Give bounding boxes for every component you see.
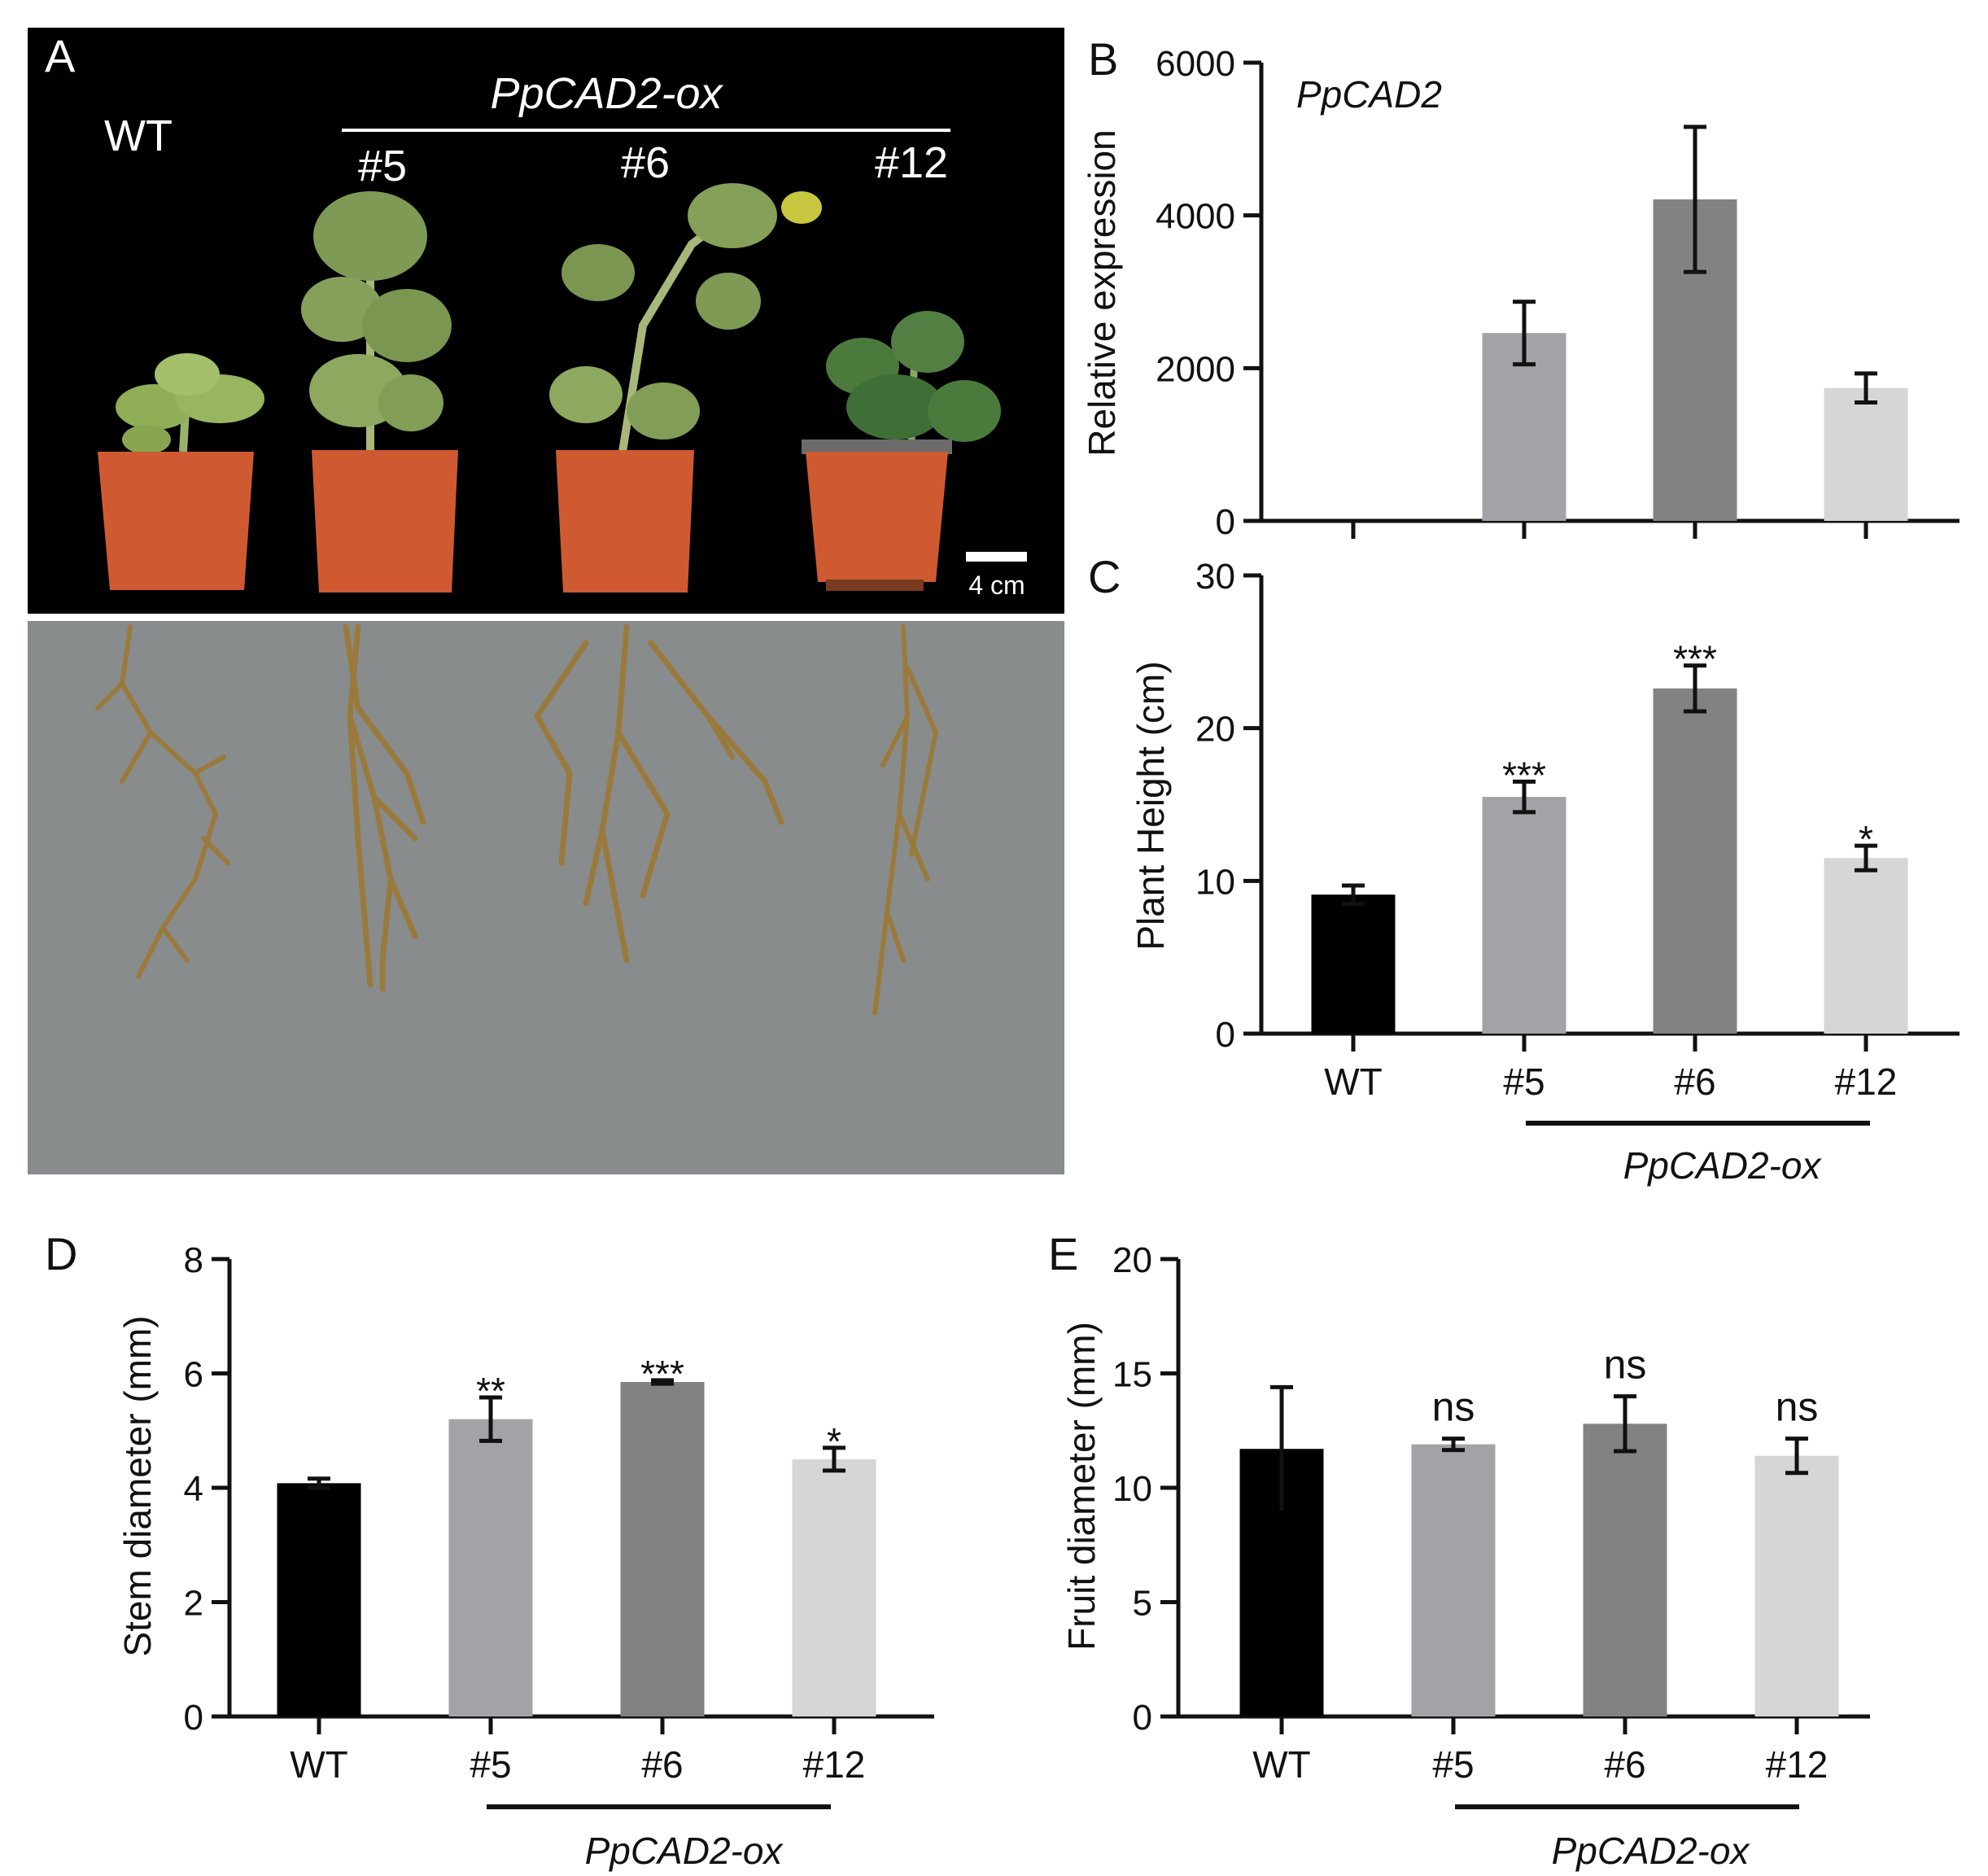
y-axis-label: Plant Height (cm) [1129, 661, 1172, 950]
roots-wt [95, 624, 230, 979]
wt-photo-label: WT [104, 112, 173, 160]
chart-title: PpCAD2 [1296, 73, 1442, 116]
y-tick-label: 30 [1195, 557, 1235, 597]
y-axis-label: Fruit diameter (mm) [1060, 1322, 1103, 1651]
x-tick-label: #12 [1766, 1743, 1829, 1786]
roots-6 [533, 623, 784, 964]
y-axis-label: Relative expression [1081, 129, 1123, 456]
x-tick-label: #6 [1674, 1060, 1715, 1103]
plant-line-5 [301, 191, 458, 593]
panel-letter-e: E [1048, 1228, 1078, 1279]
plant-line-6 [549, 183, 822, 593]
x-tick-label: #12 [1835, 1060, 1898, 1103]
bar-line-12 [1824, 858, 1908, 1034]
photo-line-label-12: #12 [875, 138, 948, 187]
photo-group-label: PpCAD2-ox [490, 69, 723, 118]
significance-label: ns [1776, 1384, 1819, 1430]
y-tick-label: 5 [1133, 1584, 1152, 1624]
scale-bar-label: 4 cm [968, 571, 1025, 600]
y-tick-label: 4000 [1156, 197, 1235, 237]
y-tick-label: 0 [1133, 1698, 1152, 1738]
significance-label: * [827, 1420, 841, 1463]
bar-line-5 [1482, 797, 1566, 1034]
x-tick-label: WT [290, 1743, 348, 1786]
photo-line-label-5: #5 [358, 142, 407, 190]
pot-5 [312, 450, 458, 593]
group-label: PpCAD2-ox [1623, 1144, 1823, 1187]
panel-a-photo: A WT PpCAD2-ox #5 #6 #12 [28, 28, 1064, 1174]
scale-bar [966, 552, 1027, 562]
x-tick-label: WT [1324, 1060, 1383, 1103]
roots [95, 623, 939, 1016]
bar-line-12 [1754, 1455, 1839, 1716]
y-tick-label: 10 [1112, 1469, 1152, 1509]
x-tick-label: WT [1252, 1743, 1311, 1786]
y-tick-label: 2000 [1156, 349, 1235, 389]
bar-WT [1311, 894, 1396, 1034]
pot-wt [98, 452, 254, 590]
roots-5 [343, 623, 426, 992]
y-tick-label: 15 [1112, 1355, 1152, 1395]
root-photo-background [28, 621, 1064, 1174]
y-tick-label: 0 [1216, 502, 1235, 542]
bar-line-12 [1824, 387, 1908, 521]
pot-6 [556, 450, 694, 593]
bar-line-6 [620, 1382, 705, 1716]
x-tick-label: #6 [641, 1743, 683, 1786]
plant-line-12 [802, 311, 1001, 591]
panel-letter-d: D [45, 1228, 77, 1279]
x-tick-label: #5 [1432, 1743, 1474, 1786]
significance-label: ** [476, 1370, 505, 1412]
pot-12 [806, 452, 948, 582]
bar-line-12 [792, 1458, 876, 1716]
group-label: PpCAD2-ox [1552, 1830, 1751, 1872]
y-tick-label: 4 [184, 1469, 203, 1509]
x-tick-label: #6 [1604, 1743, 1645, 1786]
roots-12 [872, 624, 939, 1016]
panel-letter-b: B [1088, 33, 1118, 85]
bar-line-6 [1653, 688, 1737, 1034]
y-tick-label: 6 [184, 1355, 203, 1395]
group-label: PpCAD2-ox [585, 1830, 784, 1872]
chart-e-fruit-diameter: E Fruit diameter (mm) 0 5 10 15 20 WT #5 ns #6 ns #1… [1048, 1228, 1870, 1872]
bar-line-5 [448, 1419, 533, 1716]
significance-label: ns [1432, 1384, 1475, 1430]
y-tick-label: 0 [1216, 1015, 1235, 1055]
bar-line-5 [1411, 1444, 1496, 1716]
y-tick-label: 8 [184, 1240, 203, 1280]
y-tick-label: 20 [1195, 710, 1235, 750]
significance-label: *** [640, 1353, 684, 1395]
y-tick-label: 2 [184, 1584, 203, 1624]
x-tick-label: #5 [470, 1743, 511, 1786]
y-axis-label: Stem diameter (mm) [116, 1315, 159, 1656]
significance-label: *** [1502, 754, 1546, 796]
significance-label: *** [1673, 638, 1717, 680]
panel-letter-a: A [45, 30, 76, 81]
chart-d-stem-diameter: D Stem diameter (mm) 0 2 4 6 8 WT #5 ** #6 *** #12 * P… [45, 1228, 934, 1872]
x-tick-label: #12 [803, 1743, 866, 1786]
bar-WT [277, 1483, 361, 1716]
chart-b-relative-expression: B PpCAD2 Relative expression 0 2000 4000 6000 [1081, 33, 1960, 542]
significance-label: * [1859, 818, 1873, 860]
photo-line-label-6: #6 [621, 138, 670, 187]
plant-wt [98, 353, 264, 590]
y-tick-label: 10 [1195, 862, 1235, 902]
y-tick-label: 6000 [1156, 44, 1235, 84]
y-tick-label: 0 [184, 1698, 203, 1738]
y-tick-label: 20 [1112, 1240, 1152, 1280]
bar-line-6 [1583, 1423, 1667, 1716]
panel-letter-c: C [1088, 551, 1121, 602]
x-tick-label: #5 [1503, 1060, 1545, 1103]
significance-label: ns [1604, 1342, 1647, 1388]
chart-c-plant-height: C Plant Height (cm) 0 10 20 30 WT #5 *** #6 *** #12… [1088, 551, 1960, 1187]
